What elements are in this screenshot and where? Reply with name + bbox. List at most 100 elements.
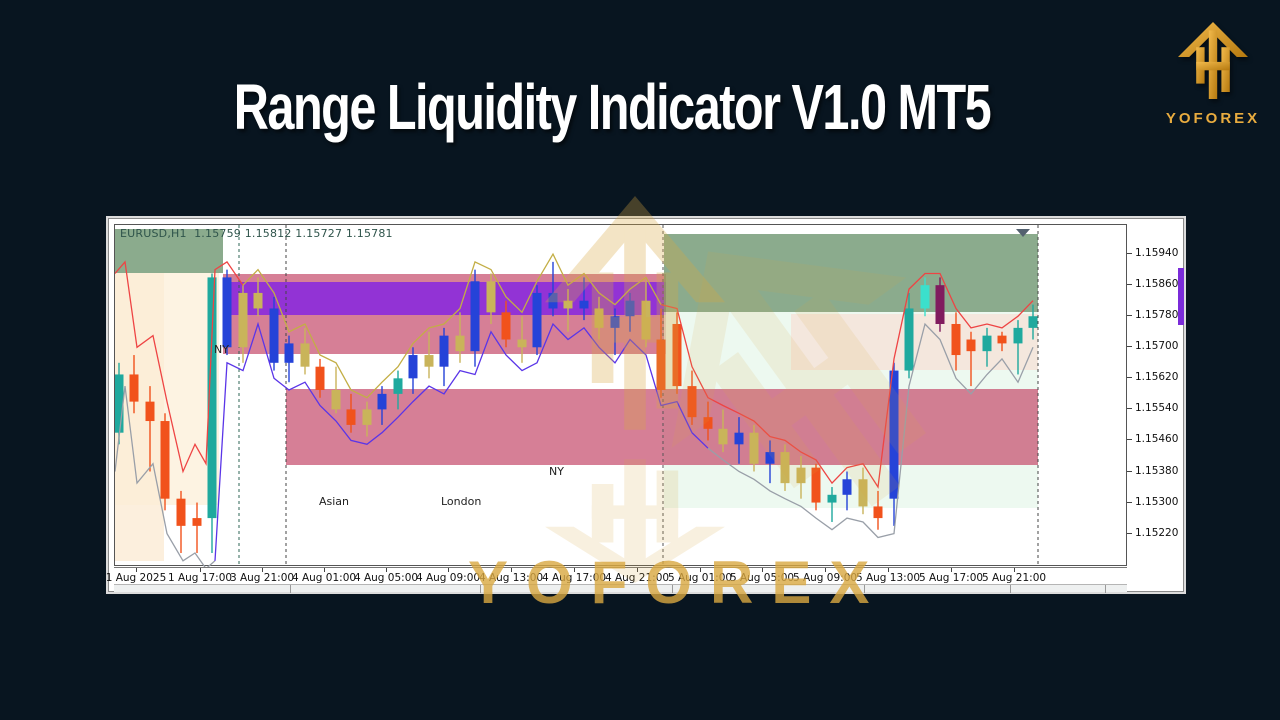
- price-tick: [1127, 439, 1132, 440]
- candle-body: [300, 343, 310, 367]
- time-tick: [200, 568, 201, 572]
- scrollbar-divider: [1105, 585, 1106, 593]
- time-label: 4 Aug 21:00: [604, 572, 670, 584]
- page-title: Range Liquidity Indicator V1.0 MT5: [233, 71, 992, 143]
- candle-body: [176, 498, 186, 526]
- candle-body: [238, 292, 248, 348]
- candle-body: [532, 292, 542, 348]
- time-label: 5 Aug 21:00: [981, 572, 1047, 584]
- candle-body: [145, 401, 155, 422]
- time-label: 5 Aug 09:00: [792, 572, 858, 584]
- session-label: NY: [549, 465, 564, 478]
- candle-body: [563, 300, 573, 309]
- price-chart-canvas[interactable]: NY Asian London NY: [115, 225, 1128, 567]
- candle-body: [331, 389, 341, 410]
- time-label: 4 Aug 09:00: [415, 572, 481, 584]
- candle-body: [672, 323, 682, 387]
- time-label: 5 Aug 13:00: [855, 572, 921, 584]
- time-label: 5 Aug 17:00: [918, 572, 984, 584]
- candle-body: [796, 467, 806, 484]
- candle-body: [455, 335, 465, 352]
- candle-body: [951, 323, 961, 356]
- axis-liquidity-bar: [1178, 268, 1184, 325]
- candle-body: [129, 374, 139, 402]
- candle-body: [548, 292, 558, 309]
- price-label: 1.15780: [1135, 309, 1179, 321]
- candle-body: [811, 467, 821, 503]
- price-label: 1.15620: [1135, 371, 1179, 383]
- price-label: 1.15540: [1135, 402, 1179, 414]
- symbol-ohlc-header: EURUSD,H1 1.15759 1.15812 1.15727 1.1578…: [120, 227, 393, 240]
- candle-body: [424, 355, 434, 367]
- candle-body: [1013, 327, 1023, 344]
- candle-body: [780, 452, 790, 484]
- price-tick: [1127, 346, 1132, 347]
- time-tick: [511, 568, 512, 572]
- time-tick: [386, 568, 387, 572]
- price-tick: [1127, 502, 1132, 503]
- chart-scrollbar[interactable]: [114, 584, 1127, 593]
- price-tick: [1127, 284, 1132, 285]
- scrollbar-divider: [672, 585, 673, 593]
- price-label: 1.15380: [1135, 465, 1179, 477]
- price-tick: [1127, 253, 1132, 254]
- candle-body: [284, 343, 294, 363]
- candle-body: [486, 281, 496, 313]
- time-label: 1 Aug 2025: [105, 572, 167, 584]
- lower-range-line: [115, 386, 216, 567]
- upper-range-line: [115, 260, 244, 474]
- candle-body: [470, 281, 480, 352]
- candle-body: [222, 277, 232, 348]
- session-label: London: [441, 495, 481, 508]
- candle-body: [610, 316, 620, 328]
- candle-body: [315, 366, 325, 390]
- chart-plot-area[interactable]: NY Asian London NY EURUSD,H1 1.15759 1.1581…: [114, 224, 1128, 567]
- scrollbar-divider: [480, 585, 481, 593]
- candle-body: [517, 339, 527, 348]
- candle-body: [904, 308, 914, 371]
- time-label: 4 Aug 17:00: [541, 572, 607, 584]
- candle-body: [966, 339, 976, 352]
- candle-body: [734, 432, 744, 445]
- session-box-green-right: [664, 234, 1038, 312]
- time-label: 4 Aug 05:00: [353, 572, 419, 584]
- price-label: 1.15940: [1135, 247, 1179, 259]
- candle-body: [362, 409, 372, 425]
- candle-body: [377, 393, 387, 410]
- candle-body: [935, 285, 945, 324]
- candle-body: [579, 300, 589, 309]
- brand-logo: YOFOREX: [1158, 22, 1268, 127]
- price-label: 1.15700: [1135, 340, 1179, 352]
- time-axis[interactable]: 1 Aug 2025 1 Aug 17:00 3 Aug 21:00 4 Aug 01…: [106, 567, 1127, 584]
- candle-body: [160, 421, 170, 499]
- candle-body: [718, 428, 728, 445]
- session-label: Asian: [319, 495, 349, 508]
- candle-body: [253, 292, 263, 309]
- candle-body: [1028, 316, 1038, 328]
- candle-body: [873, 506, 883, 519]
- scrollbar-divider: [864, 585, 865, 593]
- time-label: 5 Aug 05:00: [729, 572, 795, 584]
- candle-body: [393, 378, 403, 394]
- candle-body: [115, 374, 124, 433]
- candle-body: [439, 335, 449, 367]
- session-label: NY: [214, 343, 229, 356]
- candle-body: [687, 386, 697, 418]
- candle-body: [346, 409, 356, 425]
- price-label: 1.15300: [1135, 496, 1179, 508]
- time-tick: [448, 568, 449, 572]
- yoforex-arrow-icon: [1178, 22, 1248, 99]
- mt5-chart-window[interactable]: NY Asian London NY EURUSD,H1 1.15759 1.1581…: [106, 218, 1184, 593]
- time-tick: [324, 568, 325, 572]
- candle-body: [858, 479, 868, 507]
- time-tick: [1014, 568, 1015, 572]
- candle-body: [703, 417, 713, 429]
- liquidity-rose-band-bottom: [286, 389, 1038, 465]
- candle-body: [625, 300, 635, 317]
- price-tick: [1127, 533, 1132, 534]
- time-label: 1 Aug 17:00: [167, 572, 233, 584]
- price-axis[interactable]: 1.15940 1.15860 1.15780 1.15700 1.15620 1.155…: [1127, 224, 1184, 566]
- time-label: 5 Aug 01:00: [667, 572, 733, 584]
- candle-body: [192, 518, 202, 526]
- candle-body: [982, 335, 992, 352]
